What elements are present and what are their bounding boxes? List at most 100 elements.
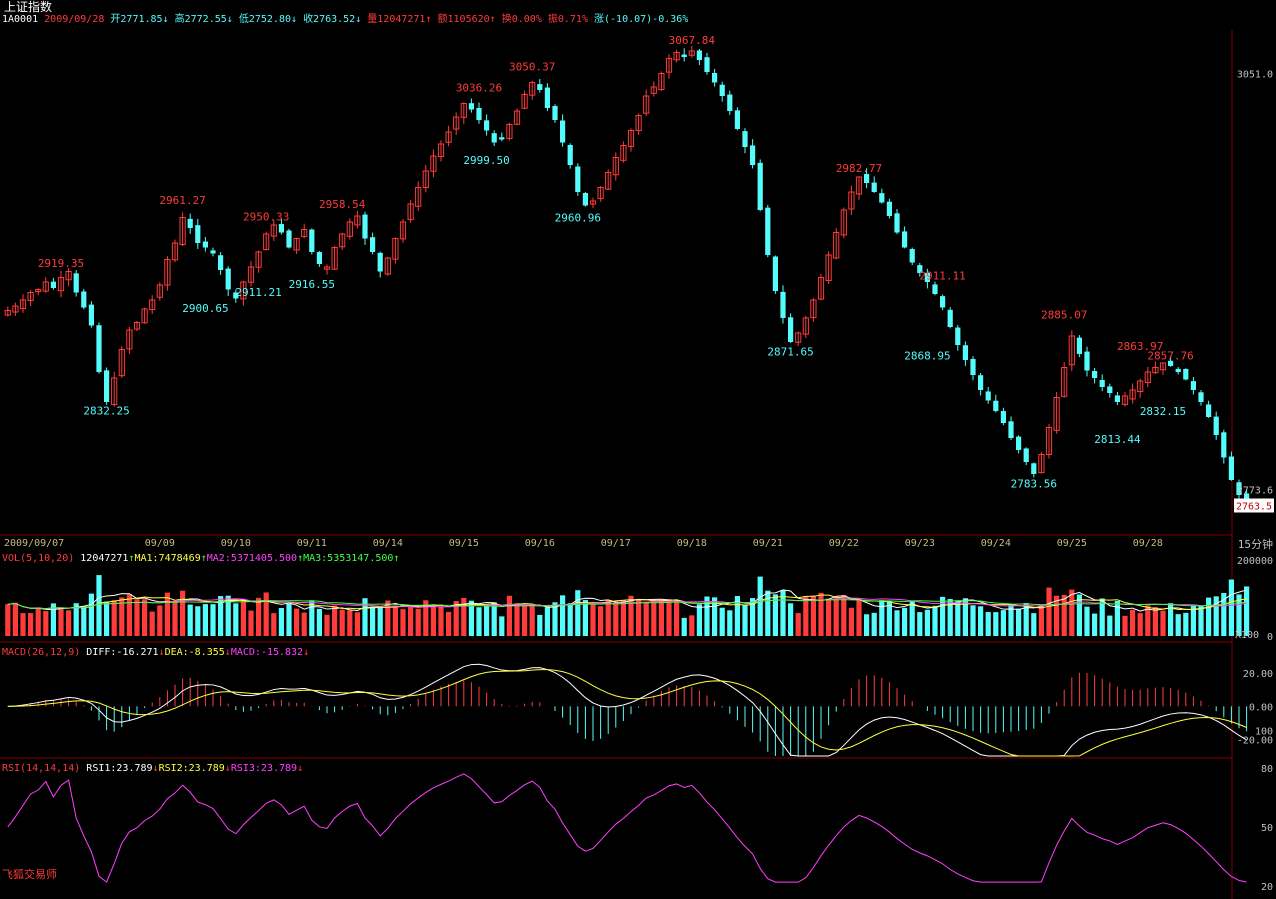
indicator-legend: MACD(26,12,9) DIFF:-16.271↓DEA:-8.355↓MA… [2, 647, 309, 658]
volume-bar [1168, 603, 1174, 636]
volume-bar [886, 600, 892, 636]
volume-bar [712, 597, 718, 636]
volume-bar [636, 598, 642, 636]
candle-body [802, 317, 809, 335]
date-tick-label: 09/09 [145, 538, 175, 549]
volume-bar [210, 604, 216, 636]
volume-bar [795, 613, 801, 636]
volume-bar [430, 605, 436, 636]
low-price-label: 2916.55 [289, 278, 335, 291]
candle-body [415, 187, 422, 207]
volume-panel: 200000 0 X100 [5, 556, 1273, 643]
candle-body [1168, 360, 1174, 366]
volume-bar [529, 604, 535, 636]
volume-bar [66, 610, 72, 636]
volume-bar [157, 605, 163, 636]
low-price-label: 2900.65 [182, 302, 228, 315]
volume-bar [256, 597, 262, 636]
volume-bar [316, 608, 322, 636]
candle-body [316, 252, 322, 264]
candle-body [772, 256, 778, 291]
volume-bar [499, 616, 505, 636]
low-price-label: 2960.96 [555, 212, 601, 225]
last-price-label: 2763.5 [1236, 502, 1272, 513]
candle-body [993, 400, 999, 411]
volume-bar [339, 609, 345, 636]
volume-bar [560, 595, 566, 636]
candle-body [354, 215, 361, 226]
candle-body [955, 327, 961, 345]
candle-body [73, 273, 79, 293]
volume-bar [734, 595, 740, 636]
volume-bar [233, 603, 239, 636]
candle-body [780, 291, 786, 318]
rsi-tick-label: 20 [1261, 882, 1273, 893]
candle-body [339, 233, 346, 248]
candle-body [19, 299, 27, 310]
candle-body [484, 120, 490, 131]
volume-bar [772, 594, 778, 636]
volume-bar [1038, 604, 1044, 636]
date-tick-label: 09/28 [1133, 538, 1163, 549]
candle-body [575, 166, 581, 192]
volume-bar [932, 605, 938, 636]
low-price-label: 2783.56 [1011, 478, 1057, 491]
volume-bar [385, 600, 391, 636]
volume-bar [742, 604, 748, 636]
volume-bar [248, 610, 254, 636]
volume-bar [286, 603, 292, 636]
date-tick-label: 09/23 [905, 538, 935, 549]
candle-body [309, 229, 315, 252]
volume-bar [35, 607, 41, 636]
rsi-line [7, 773, 1247, 883]
low-price-label: 2911.21 [235, 286, 281, 299]
volume-bar [598, 606, 604, 636]
candle-body [650, 86, 657, 94]
volume-ma-line [7, 599, 1247, 610]
candle-body [323, 266, 331, 270]
volume-bar [332, 605, 338, 636]
candle-body [567, 144, 573, 165]
volume-bar [651, 600, 657, 636]
candle-body [597, 187, 604, 200]
period-label: 15分钟 [1238, 537, 1273, 551]
volume-bar [1228, 579, 1234, 636]
volume-bar [438, 604, 444, 636]
volume-bar [848, 607, 854, 636]
volume-bar [1084, 606, 1090, 636]
volume-bar [955, 600, 961, 636]
volume-bar [696, 604, 702, 636]
candle-body [719, 84, 725, 96]
candle-body [1000, 411, 1006, 423]
candle-body [225, 268, 231, 290]
volume-bar [514, 603, 520, 636]
macd-tick-label: 0.00 [1249, 702, 1273, 713]
volume-value: 量12047271 [367, 14, 426, 25]
high-price-label: 3067.84 [669, 34, 716, 47]
low-price-label: 2868.95 [904, 350, 950, 363]
volume-bar [902, 607, 908, 636]
volume-bar [1114, 600, 1120, 636]
candle-body [240, 281, 247, 300]
candle-body [377, 252, 383, 272]
volume-bar [408, 606, 414, 636]
volume-bar [202, 604, 208, 636]
date-tick-label: 09/15 [449, 538, 479, 549]
candle-body [1129, 389, 1136, 400]
volume-bar [1023, 603, 1029, 636]
candle-body [788, 317, 794, 342]
high-price-label: 2863.97 [1117, 340, 1163, 353]
macd-diff-line [7, 663, 1247, 757]
candle-body [1068, 335, 1075, 366]
date-tick-label: 09/17 [601, 538, 631, 549]
candle-body [1008, 421, 1014, 438]
volume-bar [415, 608, 421, 636]
high-price: 高2772.55 [174, 14, 227, 25]
index-title: 上证指数 [4, 0, 53, 14]
candle-body [1107, 386, 1113, 393]
macd-tick-label: -20.00 [1237, 735, 1273, 746]
candle-body [1061, 367, 1068, 397]
volume-tick-label: 0 [1267, 632, 1273, 643]
volume-ma-line [7, 597, 1247, 610]
